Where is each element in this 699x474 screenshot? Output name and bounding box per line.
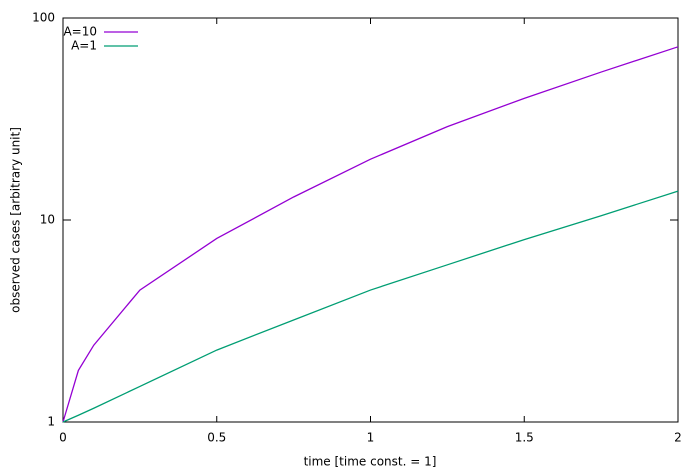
y-tick-label: 100 <box>32 11 55 25</box>
line-series <box>62 190 679 423</box>
x-tick-label: 0.5 <box>207 431 226 445</box>
x-axis-label: time [time const. = 1] <box>304 455 437 469</box>
x-tick-label: 0 <box>59 431 67 445</box>
line-series <box>62 46 679 423</box>
x-tick-label: 1.5 <box>515 431 534 445</box>
x-tick-label: 1 <box>367 431 375 445</box>
y-tick-label: 10 <box>40 213 55 227</box>
y-tick-label: 1 <box>47 415 55 429</box>
legend-label: A=10 <box>63 25 97 39</box>
legend-label: A=1 <box>71 39 97 53</box>
y-axis-label: observed cases [arbitrary unit] <box>9 127 23 313</box>
x-tick-label: 2 <box>674 431 682 445</box>
